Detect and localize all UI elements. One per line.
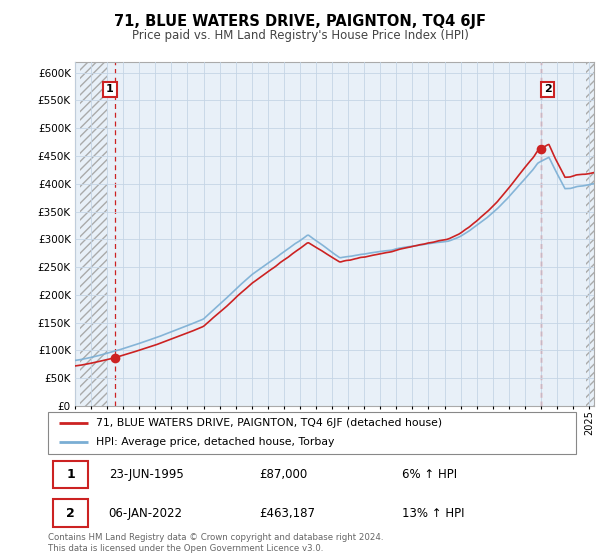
Text: £87,000: £87,000 — [259, 468, 307, 481]
Text: 71, BLUE WATERS DRIVE, PAIGNTON, TQ4 6JF: 71, BLUE WATERS DRIVE, PAIGNTON, TQ4 6JF — [114, 14, 486, 29]
Bar — [80, 62, 107, 406]
Text: 1: 1 — [106, 85, 114, 95]
Text: 13% ↑ HPI: 13% ↑ HPI — [402, 507, 464, 520]
Text: HPI: Average price, detached house, Torbay: HPI: Average price, detached house, Torb… — [95, 437, 334, 447]
Text: Contains HM Land Registry data © Crown copyright and database right 2024.
This d: Contains HM Land Registry data © Crown c… — [48, 533, 383, 553]
Text: 71, BLUE WATERS DRIVE, PAIGNTON, TQ4 6JF (detached house): 71, BLUE WATERS DRIVE, PAIGNTON, TQ4 6JF… — [95, 418, 442, 428]
Text: 6% ↑ HPI: 6% ↑ HPI — [402, 468, 457, 481]
Bar — [53, 500, 88, 527]
Text: 23-JUN-1995: 23-JUN-1995 — [109, 468, 184, 481]
Text: 2: 2 — [66, 507, 75, 520]
Text: £463,187: £463,187 — [259, 507, 315, 520]
Bar — [586, 62, 594, 406]
Text: 2: 2 — [544, 85, 551, 95]
Text: Price paid vs. HM Land Registry's House Price Index (HPI): Price paid vs. HM Land Registry's House … — [131, 29, 469, 42]
Text: 06-JAN-2022: 06-JAN-2022 — [109, 507, 183, 520]
Bar — [53, 461, 88, 488]
Text: 1: 1 — [66, 468, 75, 481]
